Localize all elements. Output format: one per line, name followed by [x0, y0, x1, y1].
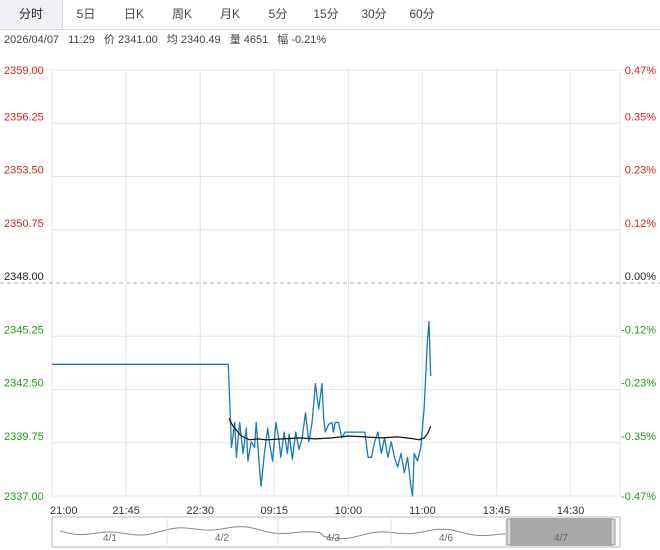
x-tick-label: 09:15 — [260, 505, 288, 517]
x-tick-label: 10:00 — [335, 505, 363, 517]
x-tick-label: 22:30 — [186, 505, 214, 517]
quote-average: 均 2340.49 — [166, 34, 221, 46]
quote-change: 幅 -0.21% — [277, 34, 327, 46]
y-tick-label-right: -0.35% — [621, 431, 656, 443]
tab-monthly-k[interactable]: 月K — [219, 7, 240, 21]
tab-5-min[interactable]: 5分 — [268, 7, 288, 21]
y-tick-label-right: 0.23% — [625, 165, 656, 177]
tab-60-min[interactable]: 60分 — [409, 7, 435, 21]
quote-price: 价 2341.00 — [103, 34, 158, 46]
price-line — [52, 321, 432, 497]
navigator-left-handle — [506, 518, 512, 546]
average-price-line — [228, 418, 432, 441]
tab-5-day[interactable]: 5日 — [76, 7, 96, 21]
y-tick-label-right: -0.12% — [621, 324, 656, 336]
x-tick-label: 21:45 — [112, 505, 140, 517]
y-tick-label-right: -0.23% — [621, 378, 656, 390]
navigator-selection — [510, 518, 612, 546]
y-tick-label-left: 2353.50 — [4, 165, 44, 177]
y-tick-label-left: 2339.75 — [4, 431, 44, 443]
y-tick-label-left: 2356.25 — [4, 111, 44, 123]
tab-30-min[interactable]: 30分 — [361, 7, 387, 21]
y-tick-label-right: 0.47% — [625, 65, 656, 77]
y-tick-label-left: 2345.25 — [4, 324, 44, 336]
y-tick-label-right: 0.12% — [625, 218, 656, 230]
navigator-day-label: 4/7 — [554, 533, 568, 544]
quote-date: 2026/04/07 — [4, 34, 60, 46]
y-tick-label-left: 2342.50 — [4, 378, 44, 390]
y-tick-label-left: 2348.00 — [4, 271, 44, 283]
quote-info-bar: 2026/04/07 11:29 价 2341.00 均 2340.49 量 4… — [4, 31, 332, 49]
period-tab-bar: 分时 5日 日K 周K 月K 5分 15分 30分 60分 — [0, 0, 660, 30]
quote-time: 11:29 — [68, 34, 95, 46]
navigator-day-label: 4/1 — [103, 533, 117, 544]
tab-15-min[interactable]: 15分 — [313, 7, 339, 21]
x-tick-label: 14:30 — [557, 505, 585, 517]
x-tick-label: 11:00 — [409, 505, 436, 517]
x-tick-label: 21:00 — [50, 505, 78, 517]
x-tick-label: 13:45 — [483, 505, 511, 517]
navigator-overview-line — [59, 526, 507, 540]
y-tick-label-right: 0.00% — [625, 271, 656, 283]
navigator-day-label: 4/2 — [215, 533, 229, 544]
navigator-day-label: 4/3 — [326, 533, 340, 544]
y-tick-label-right: -0.47% — [621, 491, 656, 503]
navigator-day-label: 4/6 — [439, 533, 453, 544]
tab-weekly-k[interactable]: 周K — [171, 7, 192, 21]
quote-volume: 量 4651 — [229, 34, 269, 46]
y-tick-label-left: 2359.00 — [4, 65, 44, 77]
y-tick-label-right: 0.35% — [625, 111, 656, 123]
y-tick-label-left: 2350.75 — [4, 218, 44, 230]
tab-daily-k[interactable]: 日K — [123, 7, 144, 21]
tab-intraday[interactable]: 分时 — [0, 0, 63, 28]
y-tick-label-left: 2337.00 — [4, 491, 44, 503]
navigator-right-handle — [610, 518, 616, 546]
